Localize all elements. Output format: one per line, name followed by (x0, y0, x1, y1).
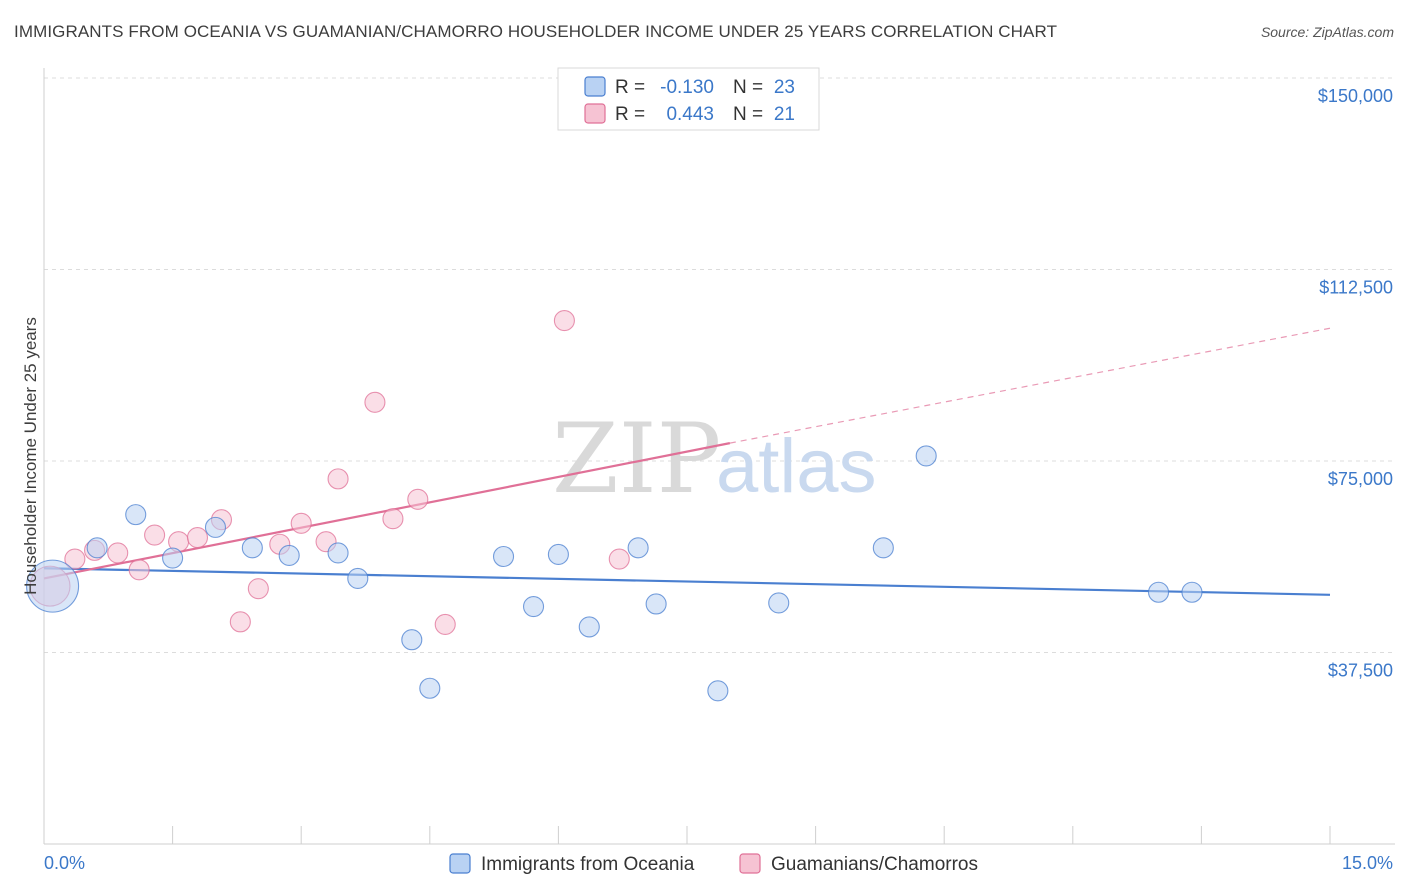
series-legend: Immigrants from Oceania Guamanians/Chamo… (449, 853, 978, 875)
y-tick-label-1: $75,000 (1328, 469, 1393, 489)
legend-n-label-guamanian: N = (733, 104, 763, 125)
guamanian-point-4 (128, 559, 150, 581)
oceania-point-13 (547, 543, 569, 566)
axes (43, 68, 1395, 845)
data-points (26, 310, 1203, 702)
oceania-point-15 (627, 537, 649, 559)
guamanian-point-19 (553, 310, 575, 332)
oceania-point-9 (401, 629, 423, 651)
oceania-point-6 (278, 544, 300, 567)
y-tick-label-2: $112,500 (1319, 278, 1393, 298)
guamanian-point-20 (608, 548, 630, 570)
watermark-atlas: atlas (716, 424, 877, 509)
oceania-point-22 (1181, 581, 1203, 603)
y-tick-label-0: $37,500 (1328, 661, 1393, 681)
oceania-point-14 (578, 616, 600, 638)
oceania-point-7 (327, 542, 349, 564)
oceania-point-17 (707, 680, 729, 702)
guamanian-point-14 (327, 468, 349, 490)
oceania-point-1 (86, 537, 108, 559)
oceania-point-20 (915, 445, 937, 467)
legend-n-value-oceania: 23 (774, 77, 795, 98)
guamanian-point-16 (382, 508, 404, 530)
bottom-legend-oceania: Immigrants from Oceania (481, 854, 695, 875)
legend-n-label-oceania: N = (733, 77, 763, 98)
oceania-point-3 (162, 547, 184, 569)
oceania-point-2 (125, 504, 147, 526)
bottom-swatch-oceania (449, 853, 471, 874)
y-tick-label-3: $150,000 (1318, 86, 1393, 106)
oceania-point-4 (204, 516, 227, 538)
oceania-point-5 (241, 537, 263, 559)
chart-title: IMMIGRANTS FROM OCEANIA VS GUAMANIAN/CHA… (14, 22, 1058, 41)
guamanian-point-3 (107, 542, 129, 564)
trend-line-extension-1 (729, 327, 1331, 444)
legend-r-value-oceania: -0.130 (660, 77, 714, 98)
guamanian-point-5 (144, 524, 166, 546)
guamanian-point-15 (364, 391, 386, 413)
oceania-point-19 (872, 537, 894, 559)
bottom-legend-guamanian: Guamanians/Chamorros (771, 854, 978, 875)
grid-lines (44, 77, 1395, 653)
trend-line-0 (43, 567, 1331, 596)
x-tick-label-max: 15.0% (1342, 853, 1393, 873)
guamanian-point-17 (407, 488, 429, 510)
oceania-point-21 (1147, 581, 1170, 603)
oceania-point-10 (419, 677, 441, 699)
legend-r-value-guamanian: 0.443 (666, 104, 714, 125)
oceania-point-16 (645, 593, 667, 615)
guamanian-point-1 (64, 548, 86, 570)
source-label: Source: ZipAtlas.com (1260, 24, 1394, 40)
guamanian-point-10 (229, 611, 251, 633)
legend-swatch-oceania (584, 76, 606, 97)
oceania-point-12 (522, 595, 545, 618)
legend-r-label-oceania: R = (615, 77, 645, 98)
legend-r-label-guamanian: R = (615, 104, 645, 125)
guamanian-point-9 (247, 578, 269, 600)
oceania-point-18 (768, 592, 790, 614)
y-tick-labels: $37,500 $75,000 $112,500 $150,000 (1318, 86, 1393, 681)
oceania-point-0 (26, 559, 80, 613)
oceania-point-8 (347, 567, 369, 590)
guamanian-point-18 (434, 613, 456, 635)
bottom-swatch-guamanian (739, 853, 761, 874)
watermark-zip: ZIP (552, 403, 721, 515)
y-axis-title: Householder Income Under 25 years (21, 317, 40, 595)
oceania-point-11 (492, 545, 515, 568)
legend-swatch-guamanian (584, 103, 606, 124)
correlation-legend: R = -0.130 N = 23 R = 0.443 N = 21 (557, 67, 820, 131)
guamanian-point-7 (186, 527, 209, 549)
guamanian-point-12 (290, 512, 312, 534)
legend-n-value-guamanian: 21 (774, 104, 795, 125)
x-tick-label-min: 0.0% (44, 853, 85, 873)
